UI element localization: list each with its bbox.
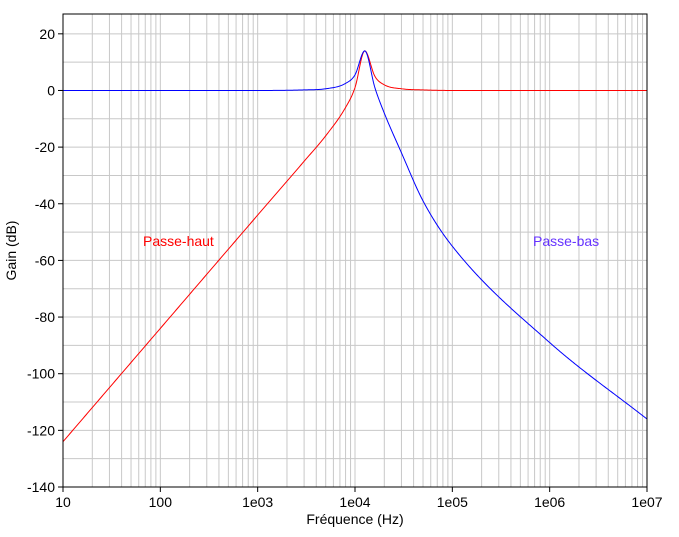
y-axis-label: Gain (dB) — [3, 221, 19, 281]
y-tick-label: -140 — [27, 479, 55, 495]
annotation-passe-haut: Passe-haut — [143, 233, 214, 249]
series-layer — [62, 50, 648, 443]
x-axis-label: Fréquence (Hz) — [306, 511, 403, 527]
series-line-passe-bas — [63, 50, 648, 420]
x-tick-label: 1e04 — [339, 494, 370, 510]
annotation-passe-bas: Passe-bas — [533, 233, 599, 249]
x-tick-label: 1e07 — [631, 494, 662, 510]
y-tick-label: -20 — [35, 139, 55, 155]
y-tick-label: 20 — [39, 26, 55, 42]
y-tick-label: -120 — [27, 422, 55, 438]
x-tick-label: 1e03 — [242, 494, 273, 510]
y-tick-label: 0 — [47, 82, 55, 98]
x-axis-ticks: 10 100 1e03 1e04 1e05 1e06 1e07 — [55, 487, 663, 510]
x-tick-label: 1e05 — [437, 494, 468, 510]
y-tick-label: -40 — [35, 196, 55, 212]
x-tick-label: 1e06 — [534, 494, 565, 510]
series-line-passe-haut — [62, 50, 647, 443]
y-tick-label: -80 — [35, 309, 55, 325]
x-tick-label: 100 — [149, 494, 173, 510]
y-axis-ticks: 20 0 -20 -40 -60 -80 -100 -120 -140 — [27, 26, 63, 495]
y-tick-label: -100 — [27, 366, 55, 382]
x-tick-label: 10 — [55, 494, 71, 510]
y-tick-label: -60 — [35, 252, 55, 268]
grid — [62, 14, 647, 488]
